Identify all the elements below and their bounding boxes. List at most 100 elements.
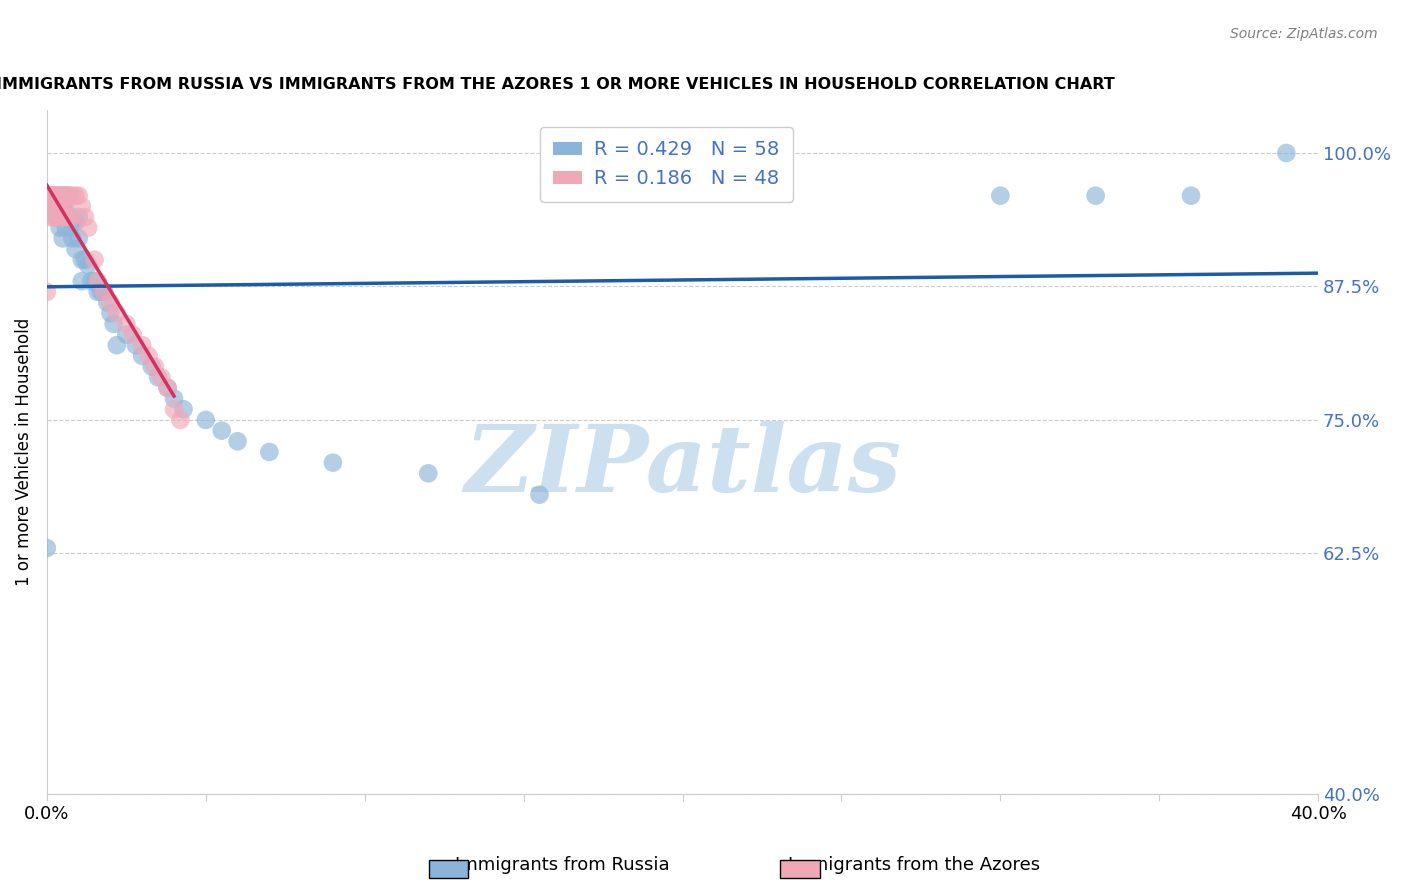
Point <box>77 220 100 235</box>
Point <box>194 413 217 427</box>
Point <box>90 285 112 299</box>
Point <box>141 359 163 374</box>
Point <box>45 194 67 208</box>
Point <box>55 194 77 208</box>
Point <box>60 188 83 202</box>
Point <box>211 424 233 438</box>
Point <box>45 194 67 208</box>
Point <box>70 199 93 213</box>
Point <box>48 210 70 224</box>
Point <box>48 188 70 202</box>
Point <box>146 370 169 384</box>
Point <box>125 338 148 352</box>
Point <box>39 188 62 202</box>
Point <box>80 274 103 288</box>
Text: IMMIGRANTS FROM RUSSIA VS IMMIGRANTS FROM THE AZORES 1 OR MORE VEHICLES IN HOUSE: IMMIGRANTS FROM RUSSIA VS IMMIGRANTS FRO… <box>0 78 1115 93</box>
Point <box>55 220 77 235</box>
Point <box>58 210 80 224</box>
Point <box>39 194 62 208</box>
Point <box>83 274 105 288</box>
Point <box>65 188 87 202</box>
Point <box>322 456 344 470</box>
Point <box>87 285 110 299</box>
Point <box>42 210 65 224</box>
Point <box>39 199 62 213</box>
Point <box>115 327 138 342</box>
Point <box>156 381 179 395</box>
Point <box>58 188 80 202</box>
Point <box>67 188 90 202</box>
Point <box>35 541 58 555</box>
Point <box>60 210 83 224</box>
Point <box>100 306 122 320</box>
Point <box>39 188 62 202</box>
Point <box>67 210 90 224</box>
Point <box>52 199 75 213</box>
Point <box>65 215 87 229</box>
Point <box>58 188 80 202</box>
Point <box>48 194 70 208</box>
Point <box>529 488 551 502</box>
Legend: R = 0.429   N = 58, R = 0.186   N = 48: R = 0.429 N = 58, R = 0.186 N = 48 <box>540 127 793 202</box>
Point <box>131 349 153 363</box>
Point <box>42 194 65 208</box>
Point <box>45 210 67 224</box>
Point <box>67 231 90 245</box>
Point <box>1180 188 1202 202</box>
Point <box>45 188 67 202</box>
Point <box>45 188 67 202</box>
Point <box>55 204 77 219</box>
Text: ZIPatlas: ZIPatlas <box>464 421 901 510</box>
Point <box>73 252 96 267</box>
Point <box>52 188 75 202</box>
Point <box>105 306 128 320</box>
Point <box>87 274 110 288</box>
Point <box>418 467 440 481</box>
Point <box>52 188 75 202</box>
Point <box>77 258 100 272</box>
Point <box>42 188 65 202</box>
Point <box>83 252 105 267</box>
Point <box>988 188 1011 202</box>
Point <box>55 188 77 202</box>
Point <box>55 210 77 224</box>
Point <box>169 413 191 427</box>
Text: Immigrants from the Azores: Immigrants from the Azores <box>787 855 1040 873</box>
Point <box>39 188 62 202</box>
Point <box>48 188 70 202</box>
Point <box>55 188 77 202</box>
Point <box>163 392 186 406</box>
Point <box>103 317 125 331</box>
Point <box>138 349 160 363</box>
Point <box>39 194 62 208</box>
Point <box>226 434 249 449</box>
Point <box>1275 146 1298 161</box>
Point <box>121 327 143 342</box>
Point <box>115 317 138 331</box>
Point <box>42 194 65 208</box>
Point <box>45 210 67 224</box>
Point <box>42 188 65 202</box>
Point <box>131 338 153 352</box>
Point <box>143 359 166 374</box>
Text: Immigrants from Russia: Immigrants from Russia <box>456 855 669 873</box>
Point <box>45 188 67 202</box>
Point <box>39 188 62 202</box>
Point <box>105 338 128 352</box>
Point <box>163 402 186 417</box>
Point <box>52 210 75 224</box>
Point <box>39 199 62 213</box>
Point <box>48 220 70 235</box>
Point <box>42 188 65 202</box>
Point <box>93 285 115 299</box>
Y-axis label: 1 or more Vehicles in Household: 1 or more Vehicles in Household <box>15 318 32 586</box>
Point <box>73 210 96 224</box>
Point <box>52 194 75 208</box>
Point <box>150 370 173 384</box>
Point <box>70 252 93 267</box>
Point <box>1084 188 1107 202</box>
Point <box>96 295 118 310</box>
Point <box>65 242 87 256</box>
Point <box>70 274 93 288</box>
Point <box>60 231 83 245</box>
